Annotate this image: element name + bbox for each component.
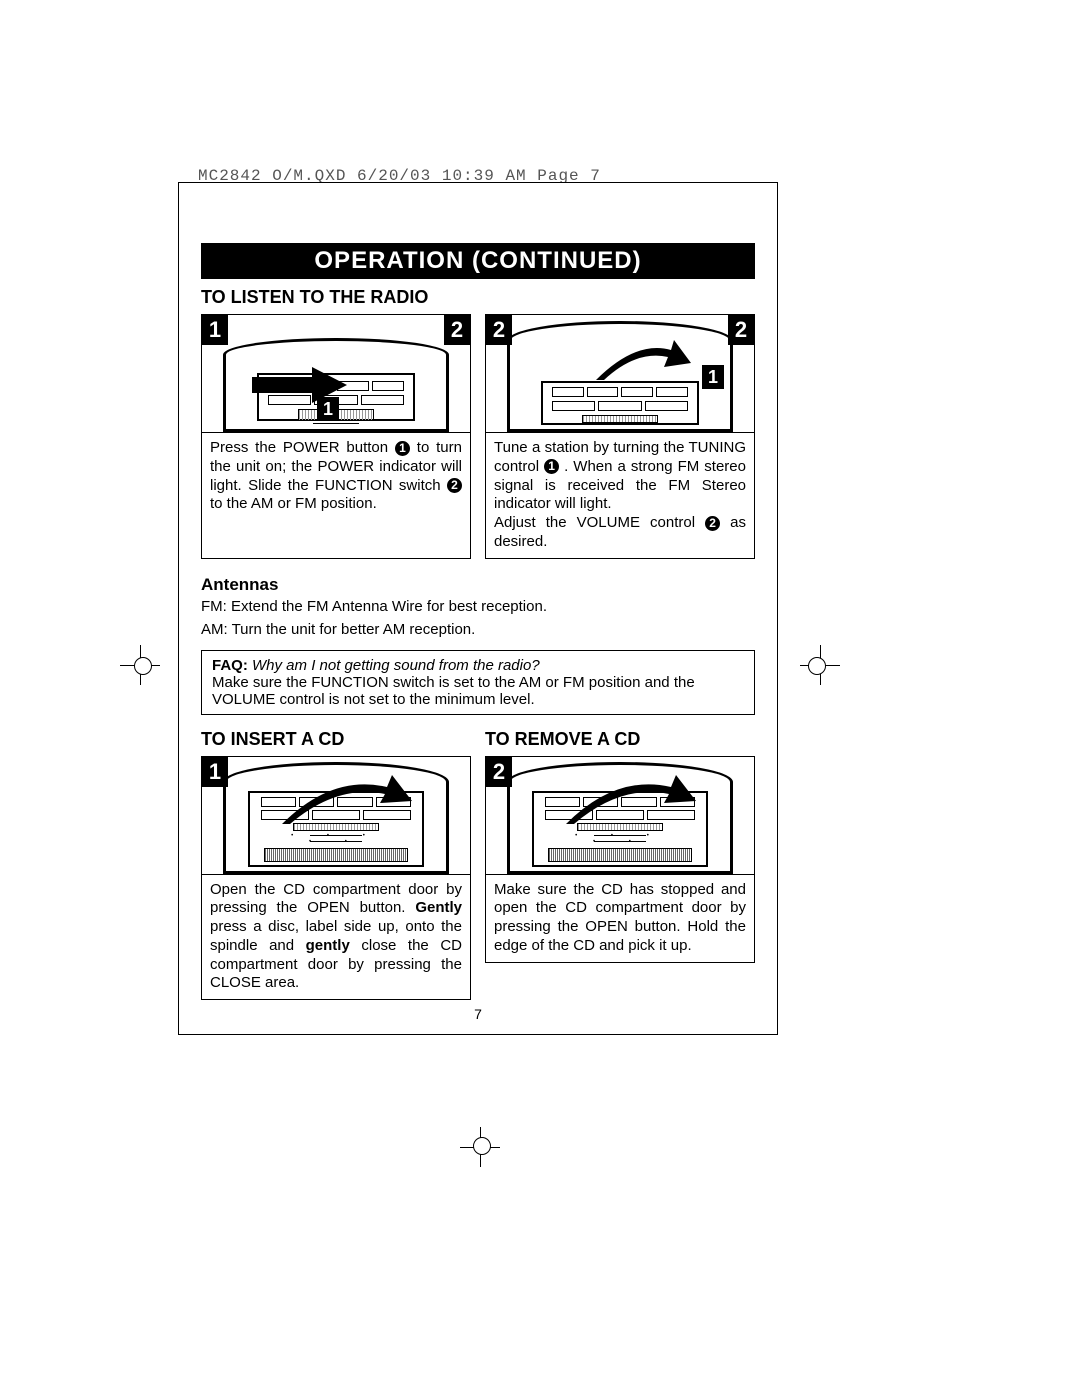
remove-step: 2 • • • • • xyxy=(485,756,755,963)
step-badge-2b: 2 xyxy=(728,315,754,345)
crop-circle-bottom xyxy=(473,1137,491,1155)
text-part: to the AM or FM position. xyxy=(210,495,377,512)
arrow-curve-remove-icon xyxy=(556,769,706,829)
radio-step-1: 1 2 1 Press the POWER button 1 to xyxy=(201,314,471,559)
inline-badge-2: 2 xyxy=(447,478,462,493)
faq-answer: Make sure the FUNCTION switch is set to … xyxy=(212,674,695,708)
faq-box: FAQ: Why am I not getting sound from the… xyxy=(201,650,755,715)
arrow-curve-icon xyxy=(586,335,696,385)
insert-heading: TO INSERT A CD xyxy=(201,729,471,750)
antennas-heading: Antennas xyxy=(201,575,755,595)
step-badge-remove: 2 xyxy=(486,757,512,787)
radio-heading: TO LISTEN TO THE RADIO xyxy=(201,287,755,308)
remove-text: Make sure the CD has stopped and open th… xyxy=(486,875,754,962)
radio-step-2: 2 2 1 Tune a station by turning the TUNI… xyxy=(485,314,755,559)
insert-text: Open the CD compartment door by pressing… xyxy=(202,875,470,1000)
crop-circle-left xyxy=(134,657,152,675)
antennas-am-text: AM: Turn the unit for better AM receptio… xyxy=(201,620,755,640)
inline-badge-1: 1 xyxy=(395,441,410,456)
faq-label: FAQ: xyxy=(212,657,248,674)
radio-step2-text: Tune a station by turning the TUNING con… xyxy=(486,433,754,558)
radio-step1-text: Press the POWER button 1 to turn the uni… xyxy=(202,433,470,520)
text-part: Press the POWER button xyxy=(210,439,395,456)
inline-badge-1b: 1 xyxy=(544,459,559,474)
page-title: OPERATION (CONTINUED) xyxy=(201,243,755,279)
radio-diagram-2: 2 2 1 xyxy=(486,315,754,433)
page-border: OPERATION (CONTINUED) TO LISTEN TO THE R… xyxy=(178,182,778,1035)
antennas-fm-text: FM: Extend the FM Antenna Wire for best … xyxy=(201,597,755,617)
insert-step: 1 • • • • • xyxy=(201,756,471,1001)
crop-circle-right xyxy=(808,657,826,675)
insert-diagram: 1 • • • • • xyxy=(202,757,470,875)
remove-diagram: 2 • • • • • xyxy=(486,757,754,875)
step-badge-2a: 2 xyxy=(486,315,512,345)
step-badge-2: 2 xyxy=(444,315,470,345)
radio-diagram-1: 1 2 1 xyxy=(202,315,470,433)
remove-heading: TO REMOVE A CD xyxy=(485,729,755,750)
callout-badge-1b: 1 xyxy=(702,365,724,389)
bold-part: gently xyxy=(306,937,350,954)
radio-steps-row: 1 2 1 Press the POWER button 1 to xyxy=(201,314,755,559)
bold-part: Gently xyxy=(415,899,462,916)
cd-steps-row: TO INSERT A CD 1 • • • • • xyxy=(201,729,755,1001)
page-number: 7 xyxy=(201,1006,755,1022)
inline-badge-2b: 2 xyxy=(705,516,720,531)
arrow-curve-insert-icon xyxy=(272,769,422,829)
callout-badge-1: 1 xyxy=(317,397,339,421)
text-part: Adjust the VOLUME control xyxy=(494,514,705,531)
faq-question: Why am I not getting sound from the radi… xyxy=(252,657,540,674)
step-badge-insert: 1 xyxy=(202,757,228,787)
step-badge-1: 1 xyxy=(202,315,228,345)
